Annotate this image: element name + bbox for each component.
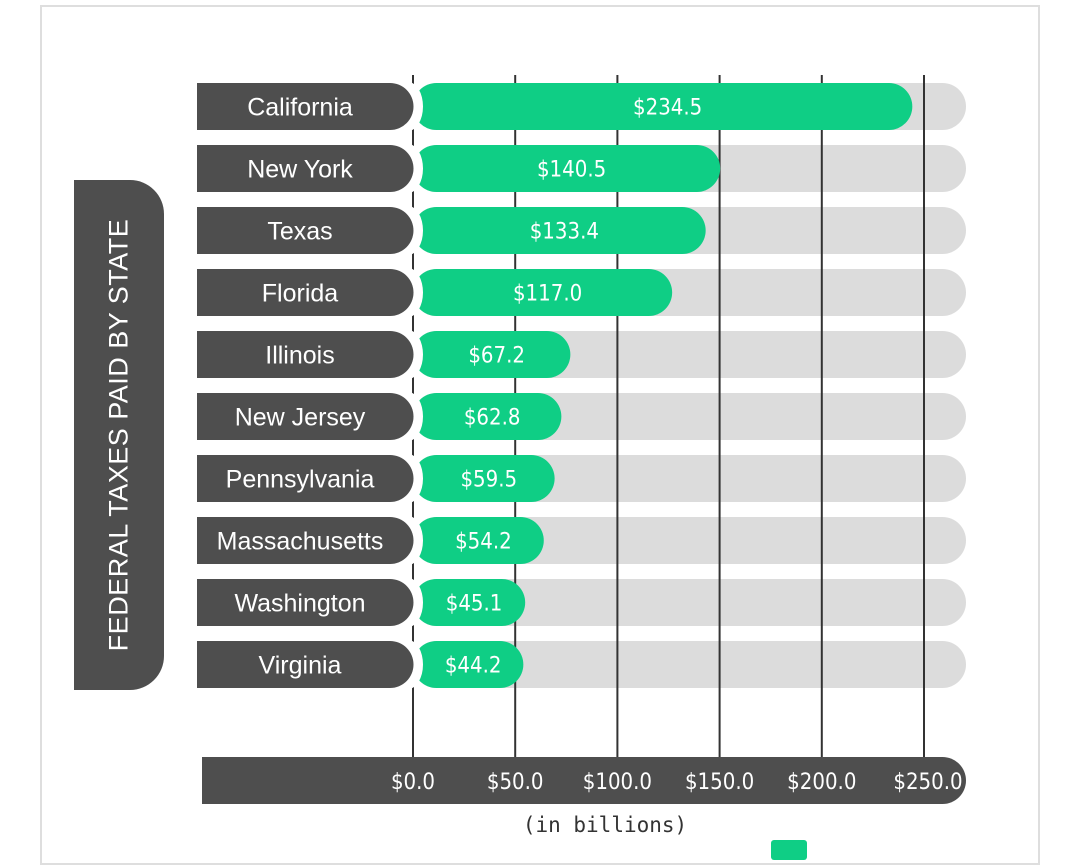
- category-label: Illinois: [265, 342, 334, 370]
- category-label-bg: [197, 269, 414, 316]
- data-label: $133.4: [530, 220, 599, 245]
- data-label: $45.1: [446, 592, 503, 617]
- bar: [413, 393, 562, 440]
- chart-title-panel: FEDERAL TAXES PAID BY STATE: [74, 180, 164, 690]
- bar: [413, 455, 555, 502]
- bar-track: [413, 641, 966, 688]
- x-axis-title: (in billions): [522, 813, 688, 837]
- bar-track: [413, 579, 966, 626]
- data-label: $62.8: [464, 406, 521, 431]
- x-tick-label: $150.0: [685, 770, 754, 795]
- category-label: New Jersey: [235, 404, 366, 432]
- category-label-bg: [197, 641, 414, 688]
- bar: [413, 207, 706, 254]
- legend-swatch: [771, 840, 807, 860]
- bar: [413, 517, 544, 564]
- data-label: $67.2: [468, 344, 525, 369]
- category-label-bg: [197, 517, 414, 564]
- data-label: $44.2: [445, 654, 502, 679]
- category-label-bg: [197, 579, 414, 626]
- category-label-bg: [197, 331, 414, 378]
- category-label-bg: [197, 455, 414, 502]
- x-tick-label: $0.0: [391, 770, 435, 795]
- data-label: $59.5: [460, 468, 517, 493]
- x-tick-label: $200.0: [787, 770, 856, 795]
- bar: [413, 83, 913, 130]
- category-label: California: [247, 94, 353, 122]
- category-label-bg: [197, 207, 414, 254]
- bar-chart: California $234.5 New York $140.5 Texas $133.…: [197, 75, 966, 804]
- bar: [413, 331, 571, 378]
- category-label: Texas: [267, 218, 332, 246]
- bar: [413, 145, 721, 192]
- category-label: Virginia: [259, 652, 342, 680]
- x-tick-label: $50.0: [487, 770, 544, 795]
- category-label: Washington: [234, 590, 365, 618]
- category-label: Pennsylvania: [226, 466, 375, 494]
- category-label-bg: [197, 83, 414, 130]
- category-label-bg: [197, 393, 414, 440]
- x-axis-bar: [202, 757, 966, 804]
- data-label: $234.5: [633, 96, 702, 121]
- data-label: $117.0: [513, 282, 582, 307]
- category-label: Florida: [262, 280, 339, 308]
- category-label: New York: [247, 156, 353, 184]
- category-label-bg: [197, 145, 414, 192]
- data-label: $140.5: [537, 158, 606, 183]
- category-label: Massachusetts: [217, 528, 384, 556]
- bar: [413, 579, 526, 626]
- bar: [413, 641, 524, 688]
- bar: [413, 269, 673, 316]
- data-label: $54.2: [455, 530, 512, 555]
- x-tick-label: $100.0: [583, 770, 652, 795]
- bar-track: [413, 517, 966, 564]
- x-tick-label: $250.0: [893, 770, 962, 795]
